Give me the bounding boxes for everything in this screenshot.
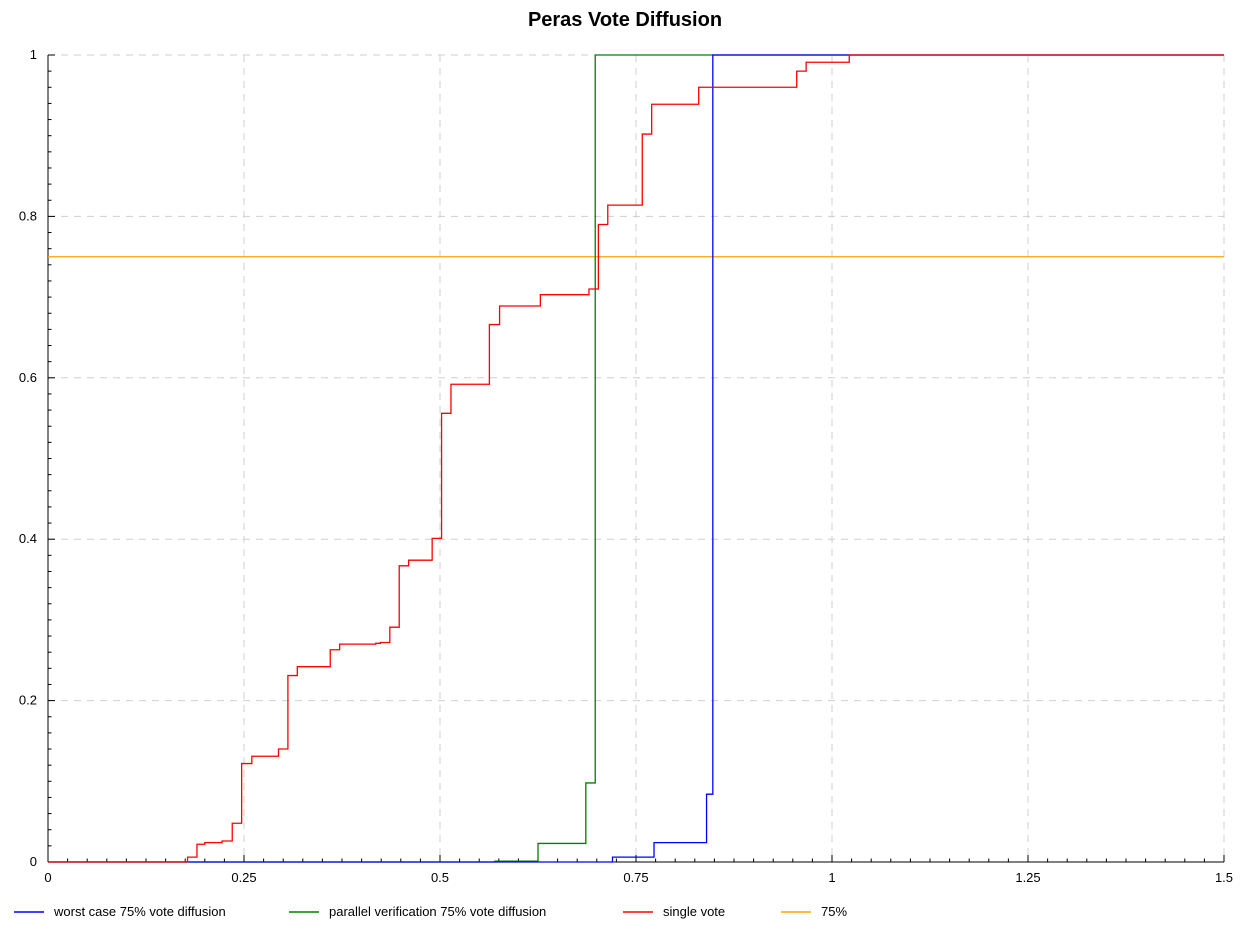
chart-title: Peras Vote Diffusion [528, 9, 722, 31]
legend-label-1: parallel verification 75% vote diffusion [329, 904, 546, 919]
y-tick-label-2: 0.4 [19, 531, 37, 546]
x-tick-label-6: 1.5 [1215, 870, 1233, 885]
x-tick-label-3: 0.75 [623, 870, 648, 885]
legend-label-3: 75% [821, 904, 847, 919]
y-tick-label-5: 1 [30, 47, 37, 62]
y-tick-label-4: 0.8 [19, 208, 37, 223]
y-tick-label-1: 0.2 [19, 693, 37, 708]
legend-label-0: worst case 75% vote diffusion [53, 904, 226, 919]
x-tick-label-0: 0 [44, 870, 51, 885]
grid [48, 54, 1225, 862]
y-tick-label-3: 0.6 [19, 370, 37, 385]
x-tick-label-5: 1.25 [1015, 870, 1040, 885]
x-tick-label-1: 0.25 [231, 870, 256, 885]
legend-label-2: single vote [663, 904, 725, 919]
tick-labels: 0 0.25 0.5 0.75 1 1.25 1.5 0 0.2 0.4 0.6 0.8 1 [19, 47, 1233, 885]
x-tick-label-2: 0.5 [431, 870, 449, 885]
series-line-0 [48, 54, 1224, 863]
series-line-2 [48, 54, 1224, 863]
legend: worst case 75% vote diffusion parallel ve… [14, 904, 847, 919]
series-lines [48, 54, 1224, 863]
y-tick-label-0: 0 [30, 854, 37, 869]
x-tick-label-4: 1 [828, 870, 835, 885]
